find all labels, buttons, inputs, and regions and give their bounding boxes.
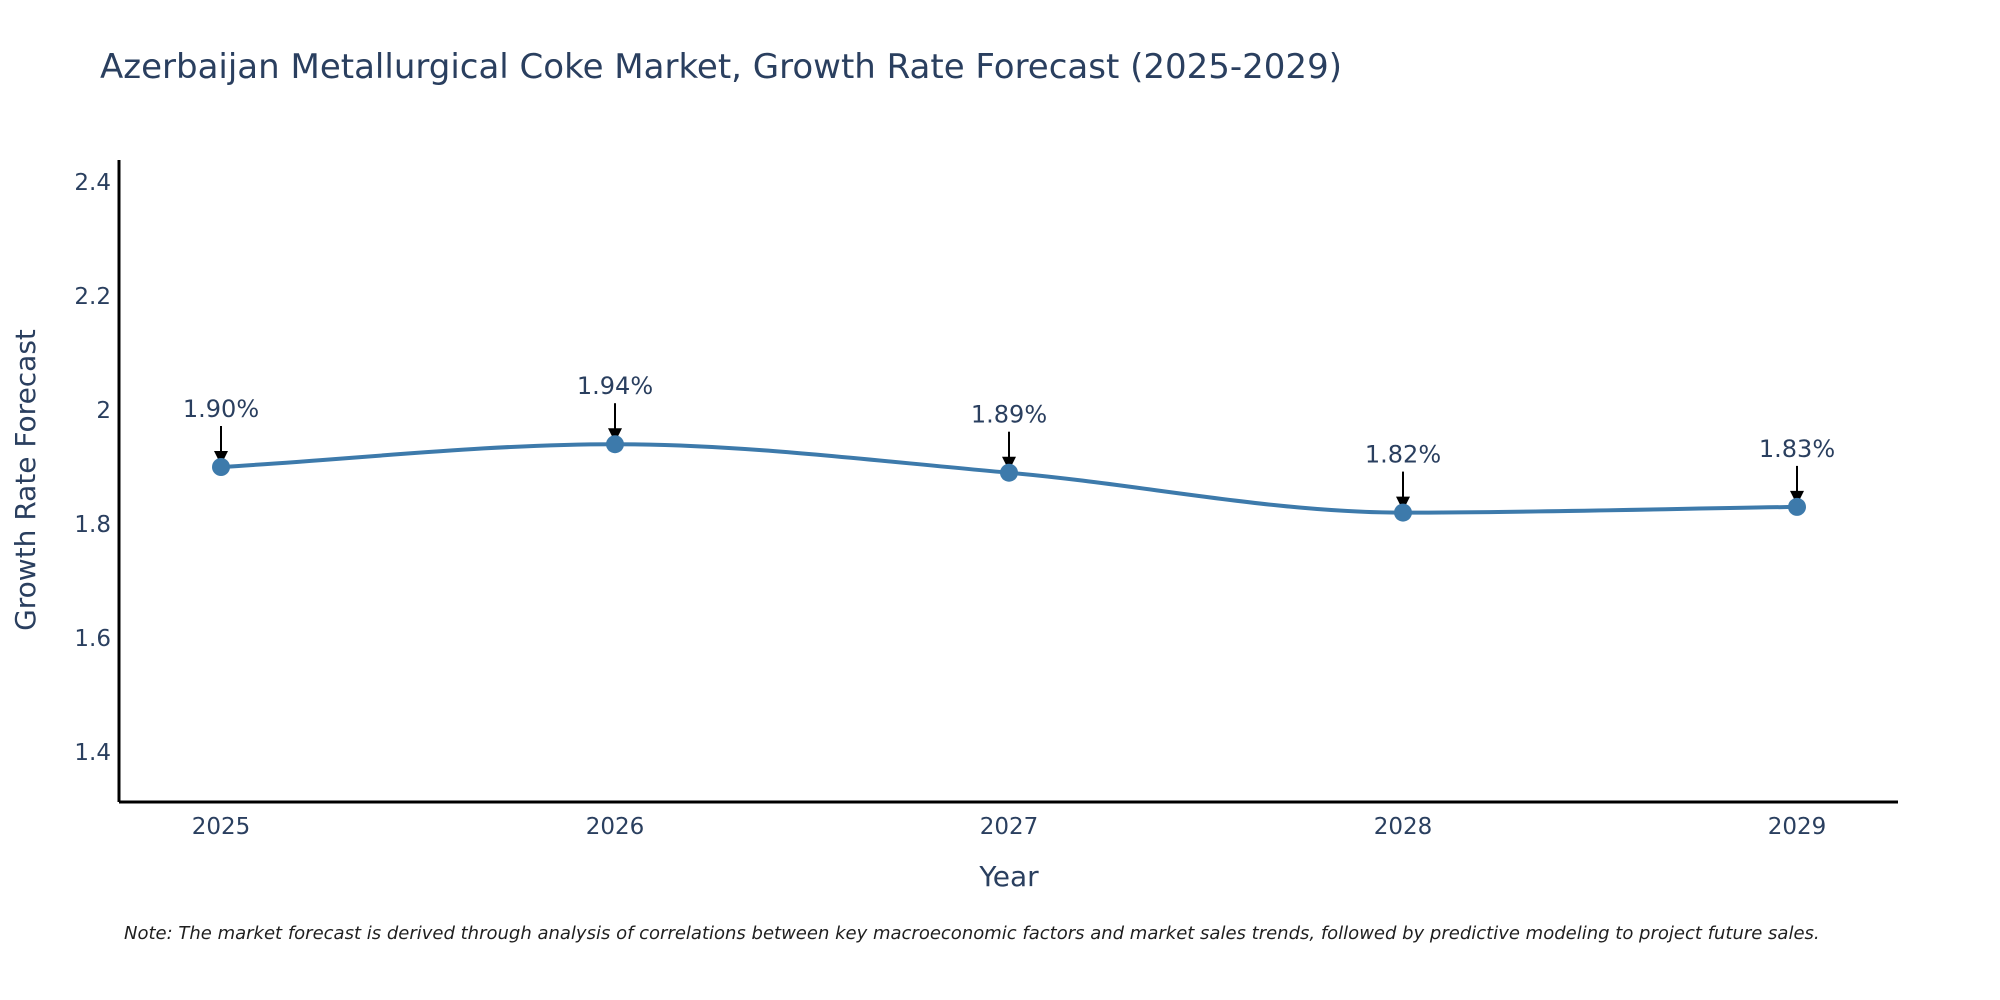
data-point [1394, 503, 1412, 522]
data-point [212, 458, 230, 476]
y-axis-ticks: 1.4 1.6 1.8 2 2.2 2.4 [74, 170, 111, 766]
footnote: Note: The market forecast is derived thr… [124, 923, 1820, 944]
x-tick-label: 2028 [1374, 814, 1433, 840]
y-tick-label: 1.4 [74, 740, 111, 766]
x-axis-ticks: 2025 2026 2027 2028 2029 [192, 814, 1827, 840]
data-label: 1.94% [577, 372, 653, 400]
chart-title: Azerbaijan Metallurgical Coke Market, Gr… [100, 47, 1342, 87]
data-annotations: 1.90% 1.94% 1.89% 1.82% 1.83% [183, 372, 1835, 511]
y-tick-label: 2 [96, 398, 111, 424]
y-tick-label: 1.6 [74, 626, 111, 652]
data-markers [212, 435, 1806, 522]
y-tick-label: 2.4 [74, 170, 111, 196]
x-tick-label: 2026 [586, 814, 645, 840]
data-point [1000, 463, 1018, 482]
y-axis-title: Growth Rate Forecast [9, 329, 42, 631]
x-tick-label: 2029 [1768, 814, 1827, 840]
data-point [1788, 497, 1806, 516]
x-axis-title: Year [978, 860, 1039, 893]
data-label: 1.83% [1759, 435, 1835, 463]
y-tick-label: 2.2 [74, 284, 111, 310]
data-label: 1.90% [183, 395, 259, 423]
data-label: 1.89% [971, 401, 1047, 429]
x-tick-label: 2025 [192, 814, 251, 840]
data-point [606, 435, 624, 454]
data-label: 1.82% [1365, 441, 1441, 469]
y-tick-label: 1.8 [74, 512, 111, 538]
x-tick-label: 2027 [980, 814, 1039, 840]
